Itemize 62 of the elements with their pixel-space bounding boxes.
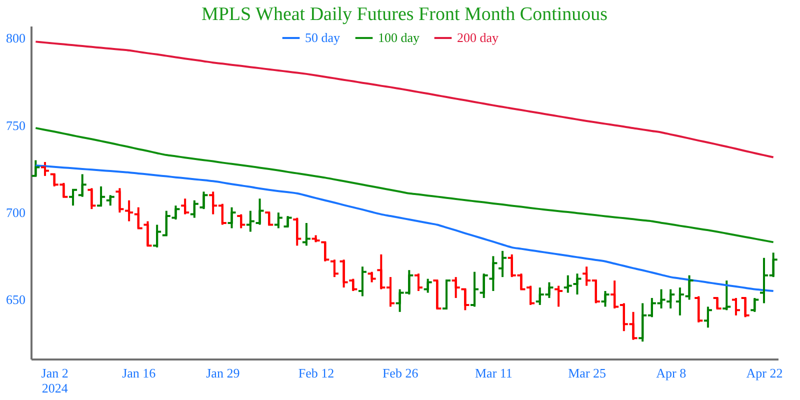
x-tick-label: Mar 11 xyxy=(474,366,512,380)
x-tick-label: Apr 22 xyxy=(746,366,783,380)
candlestick xyxy=(694,295,704,324)
candlestick xyxy=(600,290,610,308)
candlestick xyxy=(470,270,480,308)
candlestick xyxy=(292,216,302,247)
legend-label: 100 day xyxy=(378,30,420,45)
x-tick-label: Apr 8 xyxy=(656,366,686,380)
candlestick xyxy=(338,258,349,289)
candlestick xyxy=(554,284,564,308)
x-tick-label: Jan 16 xyxy=(122,366,156,380)
candlestick xyxy=(114,187,125,214)
candlestick xyxy=(152,224,162,248)
candlestick xyxy=(572,272,582,296)
candlestick xyxy=(722,280,732,312)
candlestick xyxy=(498,250,508,278)
y-tick-label: 650 xyxy=(6,292,26,308)
y-tick-label: 800 xyxy=(6,30,26,46)
candlestick xyxy=(712,296,722,310)
candlestick xyxy=(264,212,274,226)
candlestick xyxy=(348,278,358,292)
line-series xyxy=(34,164,774,292)
y-tick-label: 750 xyxy=(6,118,26,133)
legend-label: 200 day xyxy=(457,30,500,45)
candlestick xyxy=(124,199,134,222)
candlestick xyxy=(273,212,284,230)
candlestick xyxy=(301,222,312,247)
candlestick xyxy=(198,190,209,210)
chart-title: MPLS Wheat Daily Futures Front Month Continuous xyxy=(201,4,608,25)
y-tick-label: 700 xyxy=(6,205,26,220)
line-series xyxy=(34,126,774,244)
x-tick-label: Feb 12 xyxy=(298,366,334,380)
candlestick xyxy=(86,187,97,210)
x-tick-label: Mar 25 xyxy=(568,366,606,380)
candlestick xyxy=(450,276,461,299)
candlestick xyxy=(666,288,676,310)
candlestick xyxy=(562,274,573,294)
x-tick-label: Jan 29 xyxy=(206,366,240,380)
candlestick xyxy=(478,272,489,299)
candlestick xyxy=(329,258,340,278)
x-tick-label: Feb 26 xyxy=(382,366,419,380)
candlestick xyxy=(226,206,237,230)
candlestick xyxy=(105,194,116,207)
candlestick xyxy=(366,270,377,284)
candlestick xyxy=(702,306,713,329)
legend-label: 50 day xyxy=(305,30,341,45)
candlestick xyxy=(180,198,190,216)
candlestick xyxy=(189,199,200,219)
candlestick xyxy=(750,296,760,313)
candlestick xyxy=(526,284,536,306)
candlestick xyxy=(488,255,498,292)
candlestick xyxy=(236,213,246,230)
candlestick xyxy=(730,296,741,316)
candlestick xyxy=(357,266,368,298)
x-tick-label: Jan 2 2024 xyxy=(41,366,68,396)
candlestick xyxy=(422,278,433,294)
candlestick xyxy=(414,272,424,292)
candlestick xyxy=(40,160,50,177)
candlestick xyxy=(170,204,181,221)
candlestick xyxy=(77,173,88,198)
candlestick xyxy=(432,280,442,310)
candlestick xyxy=(442,280,452,310)
